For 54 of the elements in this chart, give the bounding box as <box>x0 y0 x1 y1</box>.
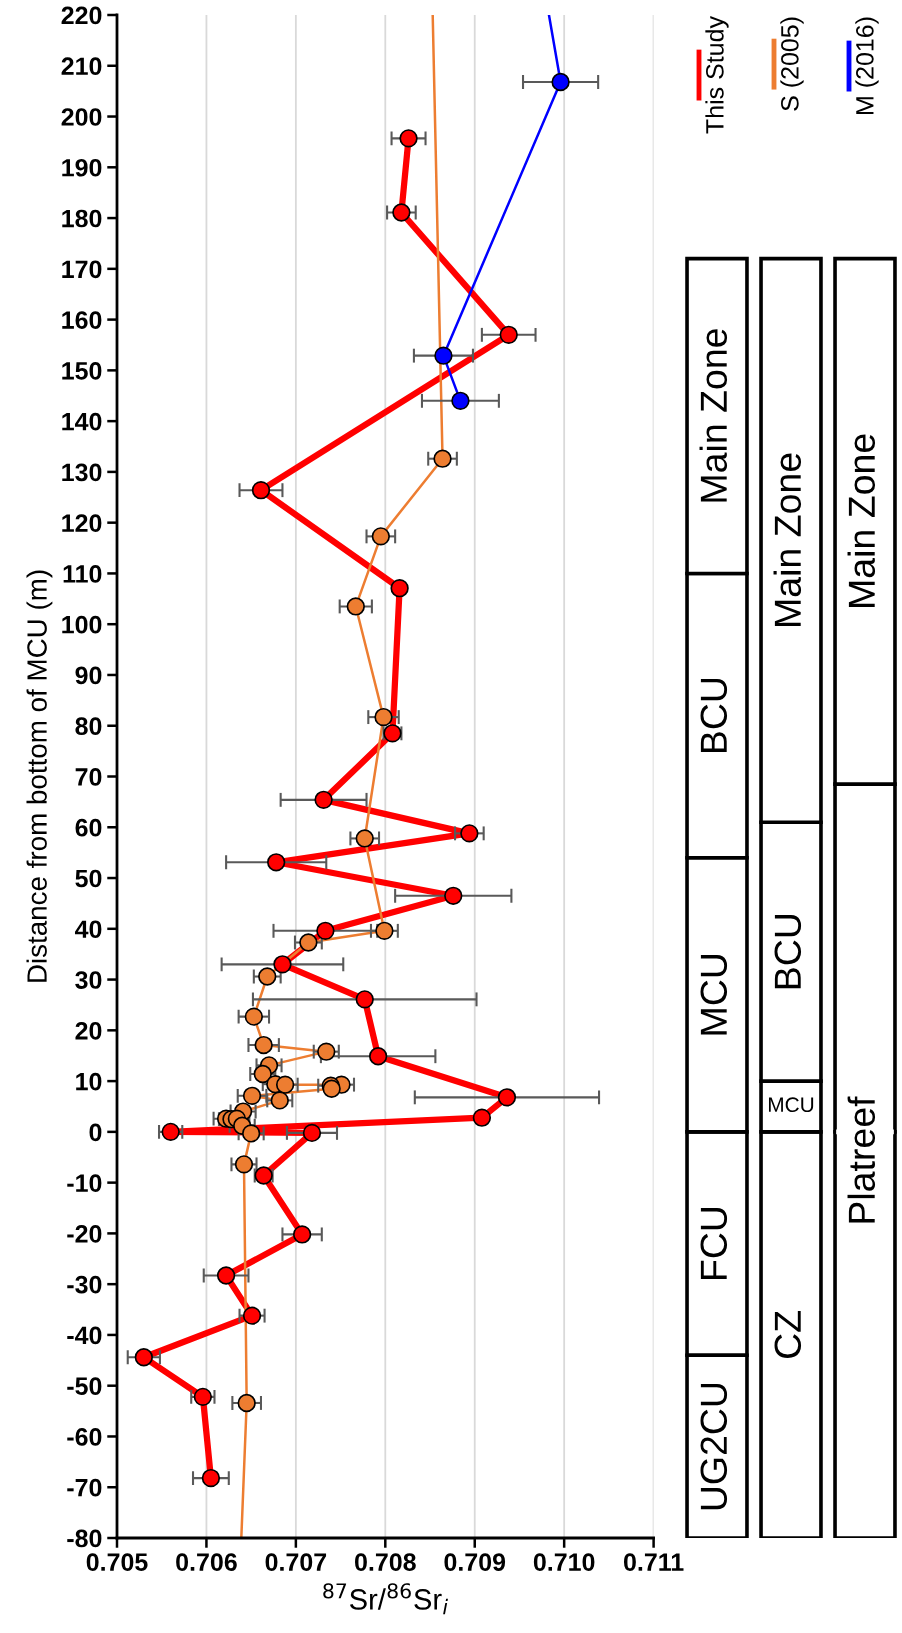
y-tick-label: 10 <box>76 1072 102 1091</box>
y-tick-label: 100 <box>62 615 102 634</box>
y-tick-label: 90 <box>75 666 102 685</box>
x-tick-label: 0.709 <box>444 1553 506 1571</box>
data-label: Main Zone <box>773 453 802 626</box>
data-label: FCU <box>700 1207 728 1280</box>
x-axis-title: $^{87}$Sr/$^{86}$Sr$_{i}$ <box>323 1583 448 1615</box>
x-tick-label: 0.710 <box>533 1553 595 1571</box>
data-label: MCU <box>768 1097 814 1113</box>
legend-label: M (2016) <box>855 17 879 114</box>
y-tick-label: -60 <box>67 1428 102 1446</box>
y-axis-title: Distance from bottom of MCU (m) <box>26 570 53 982</box>
data-label: MCU <box>700 954 728 1035</box>
data-label: CZ <box>774 1311 802 1359</box>
y-tick-label: 180 <box>62 209 102 228</box>
legend-label: This Study <box>705 16 729 134</box>
y-tick-label: 0 <box>89 1123 102 1142</box>
x-tick-label: 0.706 <box>176 1553 237 1571</box>
y-tick-label: 80 <box>75 717 102 736</box>
y-tick-label: 220 <box>61 6 102 25</box>
y-tick-label: 110 <box>63 565 102 583</box>
x-tick-label: 0.705 <box>86 1553 148 1571</box>
y-tick-label: 30 <box>75 971 102 989</box>
legend-label: S (2005) <box>780 17 804 111</box>
y-tick-label: -40 <box>67 1326 102 1345</box>
y-tick-label: 70 <box>75 768 102 786</box>
x-tick-label: 0.708 <box>355 1553 416 1571</box>
y-tick-label: 50 <box>75 869 102 888</box>
y-tick-label: 160 <box>62 311 102 329</box>
y-tick-label: 210 <box>61 57 102 76</box>
y-tick-label: -20 <box>67 1225 102 1243</box>
x-tick-label: 0.711 <box>624 1553 684 1571</box>
y-tick-label: -80 <box>67 1529 102 1548</box>
y-tick-label: 130 <box>62 463 102 482</box>
data-label: Platreef <box>847 1096 876 1223</box>
y-tick-label: -30 <box>67 1275 102 1294</box>
data-label: Main Zone <box>699 329 728 502</box>
y-tick-label: 40 <box>74 920 102 939</box>
y-tick-label: 170 <box>62 260 102 279</box>
y-tick-label: 140 <box>62 412 102 431</box>
data-label: BCU <box>700 678 728 753</box>
y-tick-label: 60 <box>75 818 102 837</box>
y-tick-label: 190 <box>62 158 102 177</box>
y-tick-label: 20 <box>75 1021 102 1040</box>
data-label: BCU <box>774 914 802 989</box>
y-tick-label: 120 <box>62 514 102 532</box>
data-label: UG2CU <box>700 1383 728 1510</box>
y-tick-label: -50 <box>67 1377 102 1395</box>
y-tick-label: 150 <box>62 361 102 380</box>
data-label: Main Zone <box>847 434 876 607</box>
x-tick-label: 0.707 <box>265 1553 327 1571</box>
y-tick-label: 200 <box>61 108 102 126</box>
y-tick-label: -70 <box>67 1478 102 1497</box>
y-tick-label: -10 <box>67 1174 102 1192</box>
